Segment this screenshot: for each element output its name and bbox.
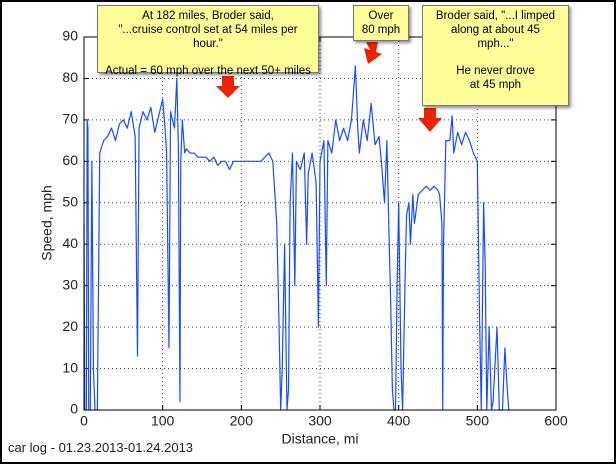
y-tick-label: 0 xyxy=(70,401,78,417)
annotation: At 182 miles, Broder said, "...cruise con… xyxy=(97,5,319,77)
y-tick-label: 90 xyxy=(62,28,78,44)
y-tick-label: 80 xyxy=(62,69,78,85)
arrows xyxy=(216,42,442,132)
x-tick-label: 200 xyxy=(230,413,254,429)
plot-border xyxy=(83,36,557,411)
annotation-paragraph: Actual = 60 mph over the next 50+ miles xyxy=(102,64,314,78)
speed-line xyxy=(83,65,511,411)
annotation-line: Broder said, "...I limped xyxy=(435,10,556,22)
annotation-paragraph: Over 80 mph xyxy=(358,9,404,37)
y-tick-label: 40 xyxy=(62,235,78,251)
arrow xyxy=(216,76,240,98)
annotation-paragraph: At 182 miles, Broder said, "...cruise con… xyxy=(102,9,314,51)
y-tick-label: 70 xyxy=(62,111,78,127)
annotation-line: Actual = 60 mph over the next 50+ miles xyxy=(105,65,311,77)
annotation-line: Over xyxy=(368,10,394,22)
x-tick-label: 500 xyxy=(466,413,490,429)
annotation-line: mph..." xyxy=(477,38,514,50)
x-axis-label: Distance, mi xyxy=(281,431,358,447)
annotation-line: along at about 45 xyxy=(451,24,540,36)
annotation-paragraph: Broder said, "...I limped along at about … xyxy=(427,9,564,51)
y-tick-label: 10 xyxy=(62,359,78,375)
y-tick-label: 60 xyxy=(62,152,78,168)
y-tick-label: 50 xyxy=(62,193,78,209)
annotation: Broder said, "...I limped along at about … xyxy=(422,5,569,106)
annotation-line: "...cruise control set at 54 miles per h… xyxy=(118,24,298,50)
y-tick-label: 20 xyxy=(62,318,78,334)
x-tick-label: 600 xyxy=(544,413,568,429)
annotation-line: at 45 mph xyxy=(469,79,522,91)
arrow xyxy=(418,108,442,132)
annotation-paragraph: He never drove at 45 mph xyxy=(427,64,564,92)
annotation-line: At 182 miles, Broder said, xyxy=(142,10,274,22)
y-axis-label: Speed, mph xyxy=(39,185,55,261)
annotation-line: He never drove xyxy=(456,65,535,77)
annotation: Over 80 mph xyxy=(353,5,409,41)
footer-note: car log - 01.23.2013-01.24.2013 xyxy=(8,440,194,455)
series xyxy=(83,65,511,411)
x-tick-label: 0 xyxy=(80,413,88,429)
annotation-line: 80 mph xyxy=(361,24,401,36)
y-tick-label: 30 xyxy=(62,276,78,292)
x-tick-label: 100 xyxy=(151,413,175,429)
x-tick-label: 300 xyxy=(308,413,332,429)
x-tick-label: 400 xyxy=(387,413,411,429)
arrow xyxy=(364,42,382,64)
